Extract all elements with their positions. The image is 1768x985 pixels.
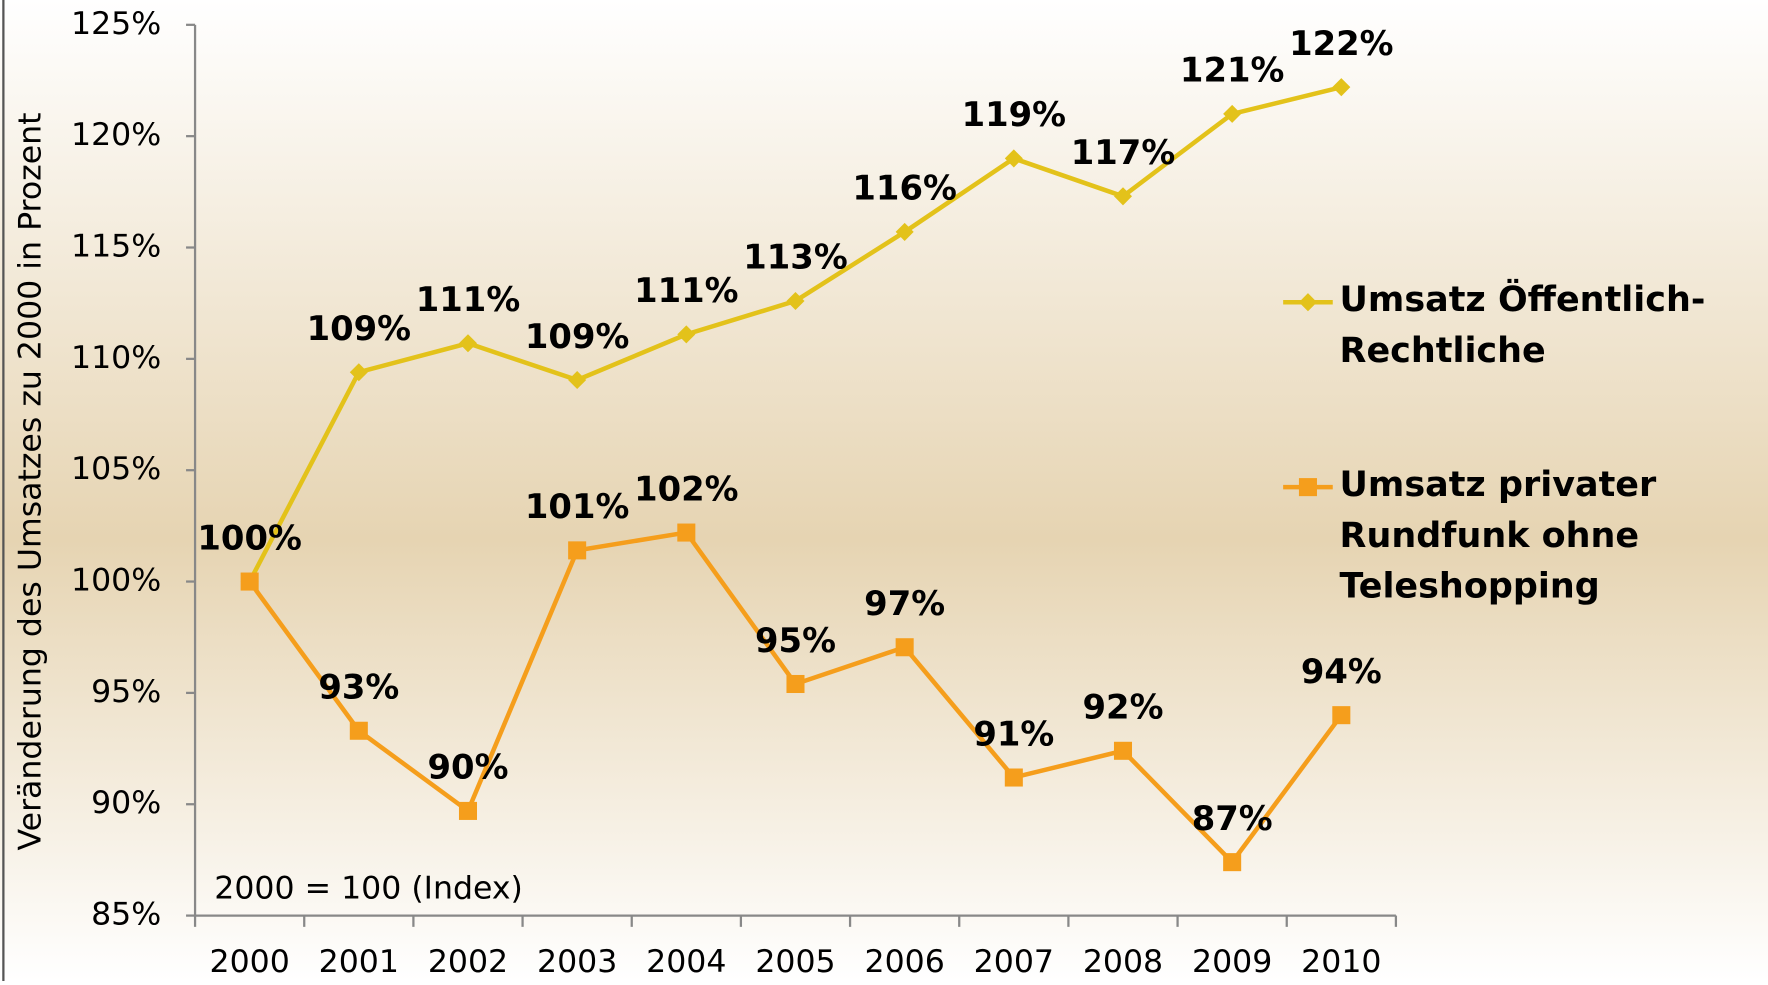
x-tick-label: 2003: [537, 944, 617, 980]
value-label: 93%: [318, 668, 399, 707]
y-tick-label: 120%: [71, 117, 161, 153]
x-tick-label: 2007: [974, 944, 1054, 980]
marker: [1113, 741, 1133, 760]
marker: [1298, 478, 1317, 497]
value-label: 100%: [197, 518, 301, 557]
marker: [786, 674, 805, 694]
marker: [1332, 706, 1351, 725]
x-tick-label: 2008: [1083, 944, 1163, 980]
marker: [1223, 104, 1242, 123]
value-label: 90%: [428, 748, 509, 787]
value-label: 111%: [634, 271, 738, 310]
x-tick-label: 2004: [646, 944, 726, 980]
legend-label: Umsatz privater Rundfunk ohne Teleshoppi…: [1339, 464, 1657, 607]
value-label: 121%: [1180, 51, 1284, 90]
x-tick-label: 2002: [428, 944, 508, 980]
y-tick-label: 90%: [91, 785, 161, 821]
value-label: 94%: [1301, 652, 1382, 691]
marker: [1298, 293, 1317, 312]
marker: [1004, 149, 1023, 168]
marker: [458, 334, 478, 353]
value-label: 113%: [743, 238, 847, 277]
marker: [1004, 768, 1023, 787]
marker: [458, 801, 478, 820]
value-label: 111%: [416, 280, 520, 319]
value-label: 97%: [864, 584, 945, 623]
x-tick-label: 2010: [1301, 944, 1381, 980]
x-tick-label: 2005: [755, 944, 835, 980]
value-label: 95%: [755, 621, 836, 660]
x-tick-label: 2001: [319, 944, 399, 980]
legend-label: Umsatz Öffentlich-Rechtliche: [1339, 279, 1706, 371]
marker: [677, 523, 696, 542]
marker: [568, 541, 587, 560]
x-tick-label: 2000: [209, 944, 289, 980]
marker: [1113, 187, 1133, 206]
x-tick-label: 2009: [1192, 944, 1272, 980]
marker: [895, 638, 914, 657]
value-label: 116%: [852, 169, 956, 208]
annotation: 2000 = 100 (Index): [214, 871, 523, 907]
legend-entry: Umsatz Öffentlich-Rechtliche: [1339, 279, 1706, 371]
value-label: 92%: [1083, 688, 1164, 727]
value-label: 119%: [962, 95, 1066, 134]
marker: [349, 721, 368, 740]
value-label: 102%: [634, 469, 738, 508]
value-label: 117%: [1071, 133, 1175, 172]
value-label: 87%: [1192, 799, 1273, 838]
value-label: 91%: [973, 714, 1054, 753]
y-axis-label: Veränderung des Umsatzes zu 2000 in Proz…: [13, 112, 49, 850]
y-tick-label: 100%: [71, 563, 161, 599]
value-label: 109%: [525, 317, 629, 356]
y-tick-label: 110%: [71, 340, 161, 376]
marker: [786, 291, 805, 310]
legend-entry: Umsatz privater Rundfunk ohne Teleshoppi…: [1339, 464, 1657, 607]
marker: [240, 572, 259, 591]
marker: [1223, 853, 1242, 872]
value-label: 101%: [525, 487, 629, 526]
y-tick-label: 95%: [91, 674, 161, 710]
x-tick-label: 2006: [864, 944, 944, 980]
y-tick-label: 85%: [91, 897, 161, 933]
series: 109%111%109%111%113%116%119%117%121%122%: [240, 24, 1394, 591]
series: 100% 93% 90% 101% 102% 95% 97% 91% 92% 87% 94%: [197, 469, 1382, 872]
value-label: 122%: [1289, 24, 1393, 63]
y-tick-label: 125%: [71, 6, 161, 42]
value-label: 109%: [307, 309, 411, 348]
y-tick-label: 105%: [71, 451, 161, 487]
y-tick-label: 115%: [71, 229, 161, 265]
